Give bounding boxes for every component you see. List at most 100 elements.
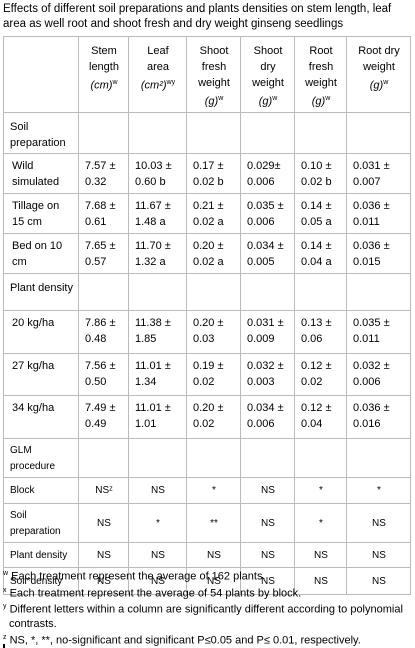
table-cell: NS bbox=[128, 476, 187, 504]
table-cell: 0.10 ± 0.02 b bbox=[294, 152, 347, 194]
table-cell: * bbox=[294, 502, 347, 543]
table-cell: 7.65 ± 0.57 bbox=[78, 232, 129, 274]
empty-cell bbox=[346, 272, 411, 311]
empty-cell bbox=[294, 437, 347, 478]
table-cell: 0.035 ± 0.011 bbox=[346, 309, 411, 354]
table-cell: * bbox=[128, 502, 187, 543]
footnote-text: Each treatment represent the average of … bbox=[9, 587, 302, 600]
section-row: Soil preparation bbox=[3, 111, 411, 154]
unit-note: w bbox=[383, 79, 389, 86]
row-label: Block bbox=[3, 476, 79, 504]
column-label: Leaf area bbox=[146, 45, 170, 73]
table-title: Effects of different soil preparations a… bbox=[3, 3, 392, 30]
footnotes: w Each treatment represent the average o… bbox=[3, 567, 408, 648]
table-cell: 7.56 ± 0.50 bbox=[78, 352, 129, 396]
column-label: Root fresh weight bbox=[305, 45, 337, 89]
column-header: Leaf area (cm²)wy bbox=[128, 36, 187, 113]
corner-cell bbox=[3, 36, 79, 113]
empty-cell bbox=[78, 111, 129, 154]
table-cell: 0.036 ± 0.015 bbox=[346, 232, 411, 274]
table-cell: NS bbox=[240, 566, 295, 595]
unit-text: (cm) bbox=[90, 79, 113, 92]
table-cell: 0.12 ± 0.02 bbox=[294, 352, 347, 396]
section-row: GLM procedure bbox=[3, 437, 411, 478]
column-header: Shoot dry weight (g)w bbox=[240, 36, 295, 113]
table-cell: * bbox=[346, 476, 411, 504]
footnote-mark: w bbox=[3, 570, 9, 577]
table-cell: 7.49 ± 0.49 bbox=[78, 394, 129, 439]
table-row: 27 kg/ha 7.56 ± 0.50 11.01 ± 1.34 0.19 ± 0.… bbox=[3, 352, 411, 396]
column-header: Stem length (cm)w bbox=[78, 36, 129, 113]
unit-text: (g) bbox=[258, 95, 273, 108]
table-cell: 0.031 ± 0.009 bbox=[240, 309, 295, 354]
table-cell: 0.14 ± 0.05 a bbox=[294, 192, 347, 234]
table-cell: 0.20 ± 0.02 bbox=[186, 394, 241, 439]
empty-cell bbox=[128, 437, 187, 478]
table-row: Block NSᶻ NS * NS * * bbox=[3, 476, 411, 504]
table-cell: NS bbox=[186, 566, 241, 595]
row-label: Plant density bbox=[3, 541, 79, 568]
footnote-text: Each treatment represent the average of … bbox=[11, 570, 266, 583]
empty-cell bbox=[186, 437, 241, 478]
table-row: Plant density NS NS NS NS NS NS bbox=[3, 541, 411, 568]
footnote-mark: z bbox=[3, 633, 7, 641]
table-cell: 11.67 ± 1.48 a bbox=[128, 192, 187, 234]
table-row: Tillage on 15 cm 7.68 ± 0.61 11.67 ± 1.48 … bbox=[3, 192, 411, 234]
row-label: 20 kg/ha bbox=[3, 309, 79, 354]
table-cell: NS bbox=[128, 541, 187, 568]
table-cell: 11.01 ± 1.34 bbox=[128, 352, 187, 396]
column-header: Root fresh weight (g)w bbox=[294, 36, 347, 113]
footnote-text: Different letters within a column are si… bbox=[9, 603, 403, 630]
table-cell: 0.031 ± 0.007 bbox=[346, 152, 411, 194]
table-cell: 0.029± 0.006 bbox=[240, 152, 295, 194]
empty-cell bbox=[128, 272, 187, 311]
empty-cell bbox=[294, 111, 347, 154]
table-cell: NS bbox=[78, 502, 129, 543]
empty-cell bbox=[186, 111, 241, 154]
section-title: GLM procedure bbox=[3, 437, 79, 478]
row-label: Wild simulated bbox=[3, 152, 79, 194]
column-label: Stem length bbox=[89, 45, 119, 73]
column-unit: (cm)w bbox=[85, 75, 123, 94]
row-label: Soil preparation bbox=[3, 502, 79, 543]
column-unit: (g)w bbox=[247, 91, 289, 110]
table-cell: NS bbox=[186, 541, 241, 568]
table-cell: NS bbox=[346, 541, 411, 568]
empty-cell bbox=[240, 272, 295, 311]
row-label: 27 kg/ha bbox=[3, 352, 79, 396]
section-title: Plant density bbox=[3, 272, 79, 311]
table-cell: 0.14 ± 0.04 a bbox=[294, 232, 347, 274]
column-label: Shoot fresh weight bbox=[198, 45, 230, 89]
unit-note: w bbox=[218, 95, 224, 102]
column-unit: (g)w bbox=[353, 75, 405, 94]
table-cell: NS bbox=[294, 541, 347, 568]
table-cell: NS bbox=[240, 476, 295, 504]
rule bbox=[3, 644, 5, 648]
table-cell: 0.035 ± 0.006 bbox=[240, 192, 295, 234]
table-cell: 11.01 ± 1.01 bbox=[128, 394, 187, 439]
unit-text: (cm²) bbox=[140, 79, 167, 92]
column-unit: (g)w bbox=[193, 91, 235, 110]
table-cell: 0.034 ± 0.006 bbox=[240, 394, 295, 439]
unit-text: (g) bbox=[369, 79, 384, 92]
footnote: x Each treatment represent the average o… bbox=[3, 584, 408, 601]
section-row: Plant density bbox=[3, 272, 411, 311]
table-cell: NS bbox=[240, 502, 295, 543]
table-cell: NS bbox=[78, 541, 129, 568]
column-label: Shoot dry weight bbox=[252, 45, 284, 89]
footnote: z NS, *, **, no-significant and signific… bbox=[3, 631, 408, 648]
table-cell: * bbox=[186, 476, 241, 504]
row-label: Tillage on 15 cm bbox=[3, 192, 79, 234]
table-row: 34 kg/ha 7.49 ± 0.49 11.01 ± 1.01 0.20 ± 0.… bbox=[3, 394, 411, 439]
table-cell: NS bbox=[346, 502, 411, 543]
table-cell: 0.17 ± 0.02 b bbox=[186, 152, 241, 194]
table-cell: 7.68 ± 0.61 bbox=[78, 192, 129, 234]
table-cell: ** bbox=[186, 502, 241, 543]
table-cell: 0.036 ± 0.016 bbox=[346, 394, 411, 439]
table-row: Bed on 10 cm 7.65 ± 0.57 11.70 ± 1.32 a 0.2… bbox=[3, 232, 411, 274]
column-header: Root dry weight (g)w bbox=[346, 36, 411, 113]
table-cell: 0.032 ± 0.003 bbox=[240, 352, 295, 396]
table-cell: NS bbox=[240, 541, 295, 568]
